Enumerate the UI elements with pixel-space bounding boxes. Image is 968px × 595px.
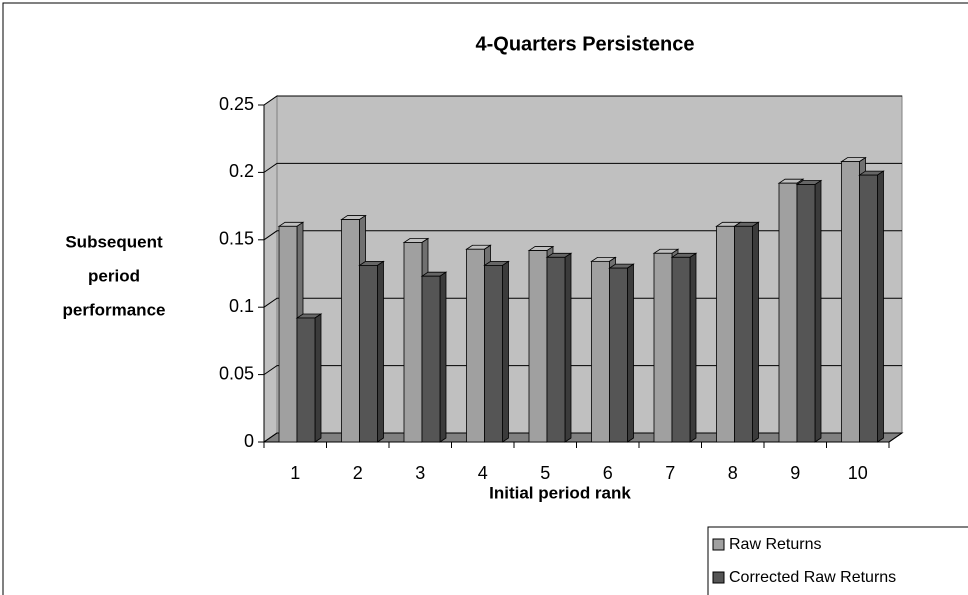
grid-line <box>263 230 902 241</box>
y-axis-title: performance <box>63 300 166 319</box>
grid-line <box>263 95 902 106</box>
bar-side <box>689 252 697 443</box>
y-tick-label: 0.15 <box>219 229 254 249</box>
bar <box>278 225 298 443</box>
bar <box>716 225 735 443</box>
x-axis-title: Initial period rank <box>489 483 631 502</box>
y-axis-title: period <box>88 266 140 285</box>
bar <box>671 256 691 443</box>
bar-side <box>752 221 759 443</box>
bar-side <box>564 252 572 443</box>
x-tick-label: 8 <box>728 463 738 483</box>
grid-line <box>263 162 902 173</box>
bar-side <box>314 313 322 443</box>
bar-side <box>814 179 822 443</box>
bar <box>403 242 423 443</box>
bar-side <box>877 170 884 443</box>
x-tick-label: 2 <box>353 463 363 483</box>
bar <box>341 219 360 443</box>
x-tick-label: 6 <box>603 463 613 483</box>
bar <box>653 252 673 443</box>
x-tick-label: 9 <box>790 463 800 483</box>
legend-label: Corrected Raw Returns <box>729 569 896 586</box>
x-tick-label: 7 <box>665 463 675 483</box>
y-tick-label: 0 <box>244 431 254 451</box>
chart-title: 4-Quarters Persistence <box>475 33 694 55</box>
bar <box>609 267 628 443</box>
bar <box>778 182 798 443</box>
y-axis-title: Subsequent <box>65 232 163 251</box>
bar <box>528 250 548 443</box>
bar-side <box>439 271 447 443</box>
bar <box>796 184 816 443</box>
x-tick-label: 1 <box>290 463 300 483</box>
bar <box>359 265 378 443</box>
side-wall <box>263 95 278 443</box>
bar <box>841 161 860 443</box>
x-tick-label: 10 <box>848 463 868 483</box>
bar <box>734 225 753 443</box>
legend-swatch <box>712 571 725 584</box>
x-tick-label: 5 <box>540 463 550 483</box>
bar-side <box>627 263 634 443</box>
bar <box>591 260 610 443</box>
x-tick-label: 3 <box>415 463 425 483</box>
bar <box>421 275 441 443</box>
y-tick-label: 0.1 <box>229 296 254 316</box>
y-tick-label: 0.05 <box>219 363 254 383</box>
bar <box>296 317 316 443</box>
bar <box>466 248 485 443</box>
legend-box <box>707 526 968 595</box>
bar-side <box>502 260 509 443</box>
bar-side <box>377 260 384 443</box>
y-tick-label: 0.25 <box>219 94 254 114</box>
y-tick-label: 0.2 <box>229 161 254 181</box>
legend-swatch <box>712 538 725 551</box>
bar <box>859 174 878 443</box>
legend-label: Raw Returns <box>729 536 821 553</box>
bar <box>484 265 503 443</box>
bar <box>546 256 566 443</box>
x-tick-label: 4 <box>478 463 488 483</box>
